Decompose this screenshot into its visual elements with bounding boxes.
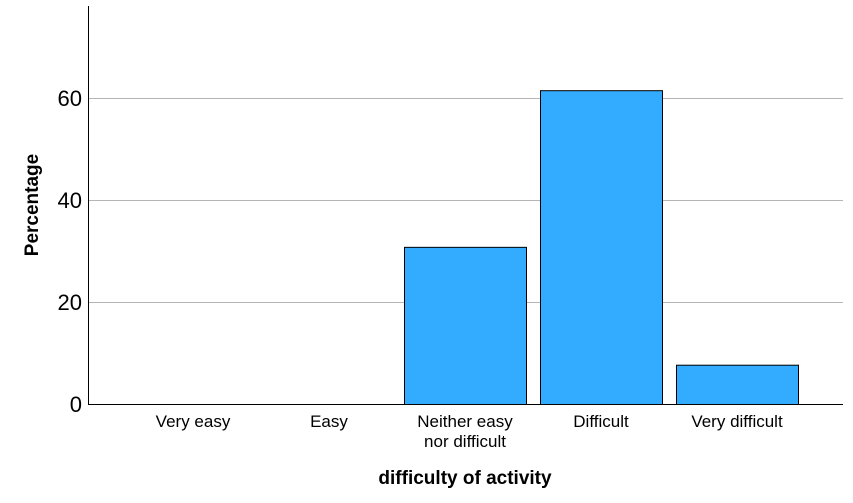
x-tick-label: Very easy [156,412,231,431]
x-tick-label: Easy [310,412,348,431]
x-tick-label: Difficult [573,412,629,431]
y-tick-label: 0 [70,392,82,417]
bars [404,90,799,406]
bar [540,90,663,405]
x-tick-labels: Very easy Easy Neither easy nor difficult Di… [156,412,783,451]
x-axis-title: difficulty of activity [378,468,552,489]
y-tick-label: 60 [58,86,82,111]
y-tick-label: 40 [58,188,82,213]
x-tick-label: Very difficult [691,412,783,431]
bar [676,364,799,406]
y-tick-labels: 0 20 40 60 [58,86,82,417]
axes [88,6,843,405]
x-tick-label: Neither easy nor difficult [417,412,513,451]
bar [404,246,527,405]
y-tick-label: 20 [58,290,82,315]
y-axis-title: Percentage [22,154,43,256]
